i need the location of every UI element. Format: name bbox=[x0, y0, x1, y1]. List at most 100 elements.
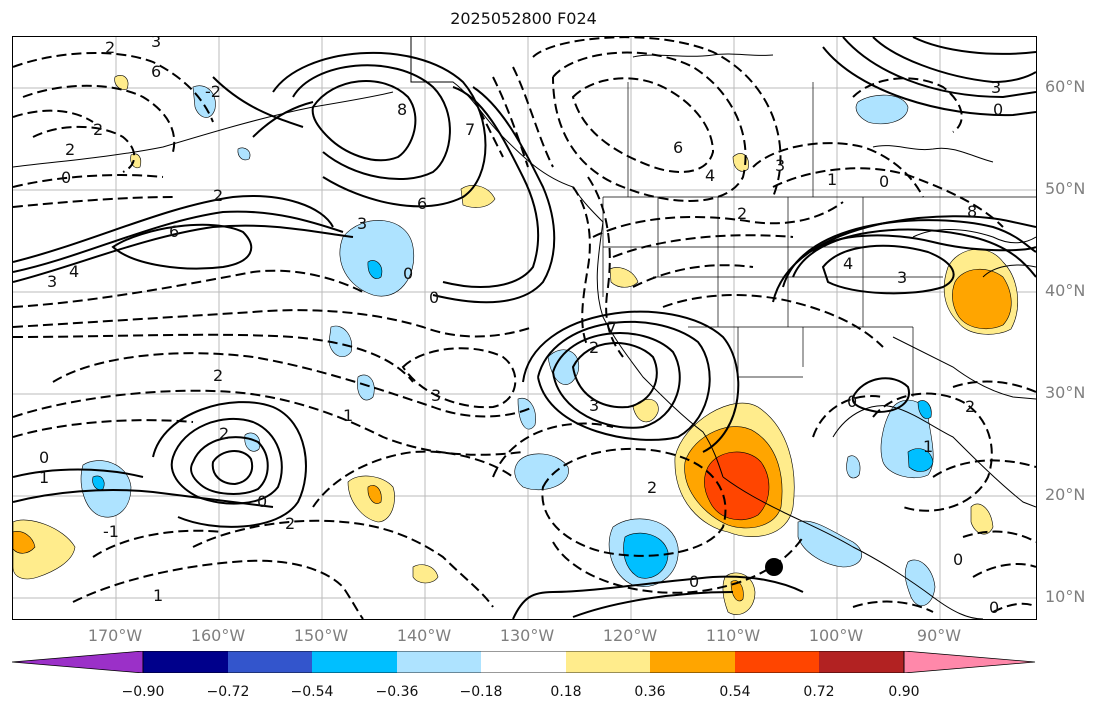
coastlines bbox=[13, 37, 1036, 619]
lon-label: 120°W bbox=[602, 626, 658, 645]
yellow-region bbox=[970, 503, 994, 535]
contour-label: 2 bbox=[65, 140, 75, 159]
contour-label: 4 bbox=[843, 254, 853, 273]
light-blue-region bbox=[80, 460, 132, 518]
light-blue-region bbox=[855, 94, 909, 125]
contour-label: 3 bbox=[357, 214, 367, 233]
lat-label: 20°N bbox=[1045, 485, 1086, 504]
contour-label: 6 bbox=[417, 194, 427, 213]
blue-region bbox=[623, 532, 669, 579]
colorbar-tick-label: 0.72 bbox=[803, 684, 835, 700]
blue-region bbox=[367, 260, 383, 279]
yellow-region bbox=[632, 399, 659, 423]
contour-label: 1 bbox=[343, 406, 353, 425]
lon-label: 150°W bbox=[293, 626, 349, 645]
contour-label: 0 bbox=[993, 100, 1003, 119]
contour-label: -2 bbox=[205, 82, 221, 101]
colorbar-extend-low bbox=[12, 651, 144, 673]
contour-label: 1 bbox=[153, 586, 163, 605]
contour-label: 1 bbox=[923, 437, 933, 456]
contour-label: 2 bbox=[213, 186, 223, 205]
colorbar-cell bbox=[481, 651, 566, 673]
solid-contours bbox=[13, 37, 1036, 619]
contour-label: 1 bbox=[827, 170, 837, 189]
lon-label: 140°W bbox=[396, 626, 452, 645]
dashed-contours bbox=[13, 37, 1036, 619]
contour-label: 0 bbox=[39, 448, 49, 467]
borders bbox=[602, 82, 1036, 397]
colorbar-tick-label: −0.36 bbox=[375, 684, 419, 700]
contour-label: 3 bbox=[775, 156, 785, 175]
contour-label: 7 bbox=[607, 318, 617, 337]
colorbar-extend-high bbox=[903, 651, 1036, 673]
colorbar-cell bbox=[397, 651, 481, 673]
colorbar-tick-label: 0.90 bbox=[888, 684, 920, 700]
contour-label: 2 bbox=[213, 366, 223, 385]
shaded-regions bbox=[13, 75, 1018, 615]
light-blue-region bbox=[192, 85, 216, 118]
light-blue-region bbox=[517, 397, 536, 430]
contour-label: 0 bbox=[879, 172, 889, 191]
light-blue-region bbox=[357, 374, 375, 401]
contour-label: 2 bbox=[965, 397, 975, 416]
colorbar bbox=[12, 651, 1036, 673]
map-title: 2025052800 F024 bbox=[450, 9, 597, 28]
lon-label: 130°W bbox=[499, 626, 555, 645]
light-blue-region bbox=[514, 453, 569, 491]
lon-label: 90°W bbox=[916, 626, 962, 645]
lon-label: 160°W bbox=[190, 626, 246, 645]
colorbar-cell bbox=[143, 651, 228, 673]
blue-region bbox=[917, 400, 932, 419]
light-blue-region bbox=[846, 455, 861, 479]
contour-label: 3 bbox=[991, 78, 1001, 97]
contour-label: 6 bbox=[169, 222, 179, 241]
map-svg: 2 3 6 2 2 0 -2 6 4 3 2 8 7 6 3 0 0 6 4 3… bbox=[13, 37, 1036, 619]
light-blue-region bbox=[547, 349, 580, 385]
contour-label: 0 bbox=[61, 168, 71, 187]
colorbar-tick-label: 0.18 bbox=[550, 684, 582, 700]
orange-region bbox=[730, 580, 744, 602]
lat-label: 10°N bbox=[1045, 587, 1086, 606]
contour-label: -1 bbox=[103, 522, 119, 541]
contour-label: 1 bbox=[39, 468, 49, 487]
colorbar-cell bbox=[735, 651, 819, 673]
colorbar-outline bbox=[142, 651, 905, 673]
contour-label: 4 bbox=[705, 166, 715, 185]
colorbar-tick-label: 0.36 bbox=[634, 684, 666, 700]
contour-label: 2 bbox=[589, 338, 599, 357]
yellow-region bbox=[114, 75, 129, 90]
contour-label: 0 bbox=[847, 392, 857, 411]
light-blue-region bbox=[904, 559, 936, 606]
contour-label: 8 bbox=[397, 100, 407, 119]
colorbar-tick-label: −0.72 bbox=[206, 684, 250, 700]
light-blue-region bbox=[328, 325, 353, 357]
contour-label: 0 bbox=[989, 598, 999, 617]
yellow-region bbox=[412, 564, 439, 584]
contour-label: 2 bbox=[737, 204, 747, 223]
contour-label: 3 bbox=[589, 396, 599, 415]
contour-label: 7 bbox=[465, 120, 475, 139]
colorbar-cell bbox=[228, 651, 312, 673]
colorbar-cell bbox=[312, 651, 397, 673]
light-blue-region bbox=[797, 520, 862, 568]
contour-label: 2 bbox=[647, 478, 657, 497]
orange-region bbox=[13, 531, 36, 554]
lat-label: 50°N bbox=[1045, 179, 1086, 198]
contour-label: 3 bbox=[897, 268, 907, 287]
contour-label: 4 bbox=[69, 262, 79, 281]
lat-label: 40°N bbox=[1045, 281, 1086, 300]
orange-region bbox=[952, 269, 1012, 330]
light-blue-region bbox=[339, 220, 415, 297]
contour-label: 0 bbox=[429, 288, 439, 307]
contour-label: 0 bbox=[403, 264, 413, 283]
contour-label: 6 bbox=[151, 62, 161, 81]
blue-region bbox=[907, 448, 934, 472]
colorbar-cell bbox=[566, 651, 650, 673]
contour-label: 8 bbox=[967, 202, 977, 221]
contour-label: 2 bbox=[285, 514, 295, 533]
yellow-region bbox=[13, 519, 76, 580]
colorbar-cell bbox=[819, 651, 904, 673]
contour-label: 0 bbox=[953, 550, 963, 569]
lat-label: 30°N bbox=[1045, 383, 1086, 402]
contour-label-group: 2 3 6 2 2 0 -2 6 4 3 2 8 7 6 3 0 0 6 4 3… bbox=[39, 37, 1003, 617]
